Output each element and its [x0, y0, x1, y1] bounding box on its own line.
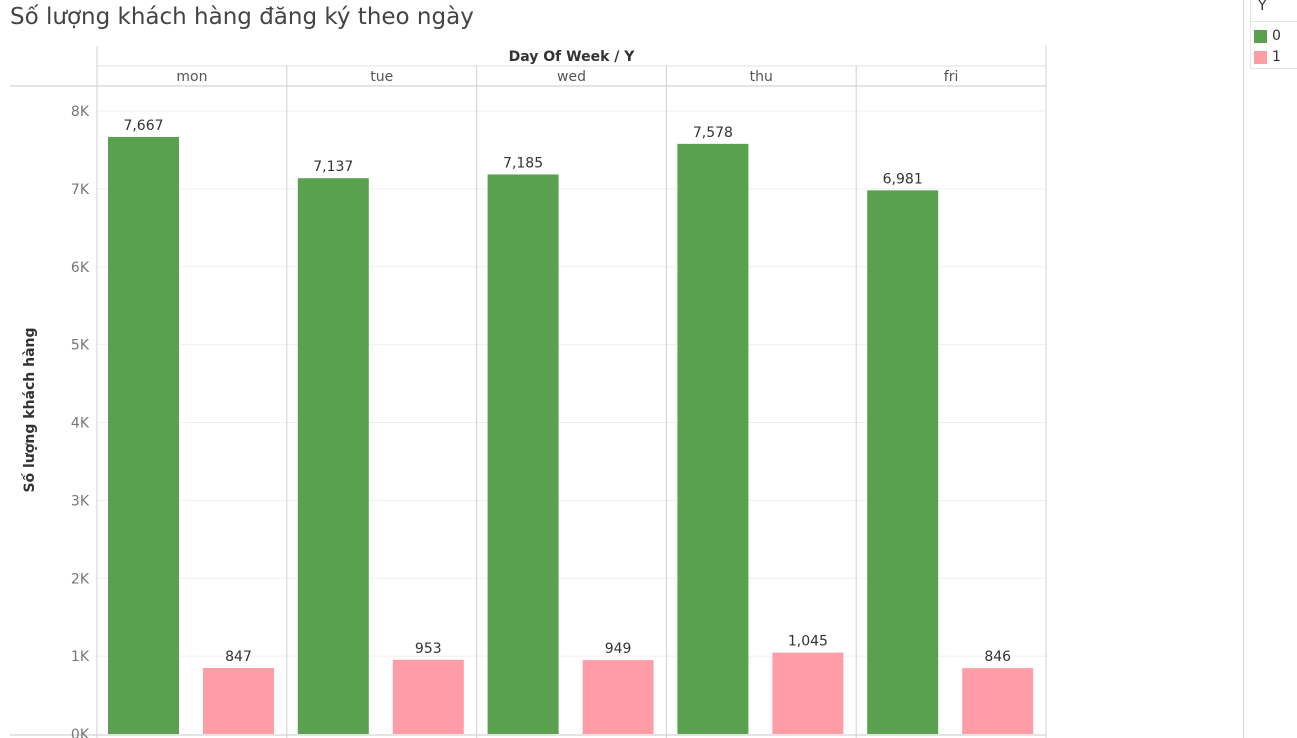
legend-title: Y — [1258, 0, 1267, 14]
data-label-thu-y1: 1,045 — [788, 634, 828, 650]
bar-mon-y0 — [108, 136, 179, 734]
chart-title: Số lượng khách hàng đăng ký theo ngày — [10, 4, 474, 30]
y-tick-label: 2K — [71, 571, 90, 587]
category-label-mon: mon — [176, 69, 207, 85]
legend-swatch-1 — [1254, 50, 1267, 64]
legend-label-1: 1 — [1272, 49, 1281, 65]
data-label-thu-y0: 7,578 — [693, 125, 733, 141]
y-tick-label: 7K — [71, 182, 90, 198]
category-label-thu: thu — [750, 69, 773, 85]
y-tick-label: 6K — [71, 260, 90, 276]
y-tick-label: 8K — [71, 104, 90, 120]
data-label-tue-y0: 7,137 — [313, 159, 353, 175]
category-label-tue: tue — [370, 69, 393, 85]
y-tick-label: 5K — [71, 338, 90, 354]
data-label-mon-y0: 7,667 — [123, 118, 163, 134]
legend-swatch-0 — [1254, 29, 1267, 43]
chart-area: Day Of Week / Y mon tue wed thu fri 0K 1K 2K 3K 4K… — [10, 46, 1047, 738]
legend-divider — [1250, 21, 1297, 22]
data-label-mon-y1: 847 — [225, 649, 252, 665]
column-header-title: Day Of Week / Y — [509, 49, 636, 65]
legend-border — [1250, 0, 1251, 68]
legend-item-0[interactable]: 0 — [1254, 27, 1297, 45]
y-tick-label: 3K — [71, 493, 90, 509]
bar-tue-y1 — [392, 659, 464, 734]
bar-thu-y0 — [677, 143, 749, 734]
legend-item-1[interactable]: 1 — [1254, 48, 1297, 66]
y-tick-label: 4K — [71, 416, 90, 432]
bar-tue-y0 — [297, 178, 369, 735]
legend-label-0: 0 — [1272, 28, 1281, 44]
bar-fri-y0 — [867, 190, 939, 735]
y-axis-title: Số lượng khách hàng — [21, 327, 38, 492]
data-label-wed-y0: 7,185 — [503, 155, 543, 171]
y-tick-label: 0K — [71, 727, 90, 738]
category-label-wed: wed — [557, 69, 586, 85]
data-label-wed-y1: 949 — [605, 641, 632, 657]
y-tick-label: 1K — [71, 649, 90, 665]
bar-wed-y1 — [582, 660, 654, 734]
data-label-fri-y1: 846 — [984, 649, 1011, 665]
data-label-tue-y1: 953 — [415, 641, 442, 657]
data-label-fri-y0: 6,981 — [883, 171, 923, 187]
bar-wed-y0 — [487, 174, 559, 734]
bar-thu-y1 — [772, 652, 844, 734]
legend-border-bottom — [1250, 68, 1297, 69]
bar-fri-y1 — [962, 668, 1034, 734]
bar-mon-y1 — [203, 668, 274, 734]
legend-panel: Y 0 1 — [1243, 0, 1297, 738]
category-label-fri: fri — [944, 69, 959, 85]
